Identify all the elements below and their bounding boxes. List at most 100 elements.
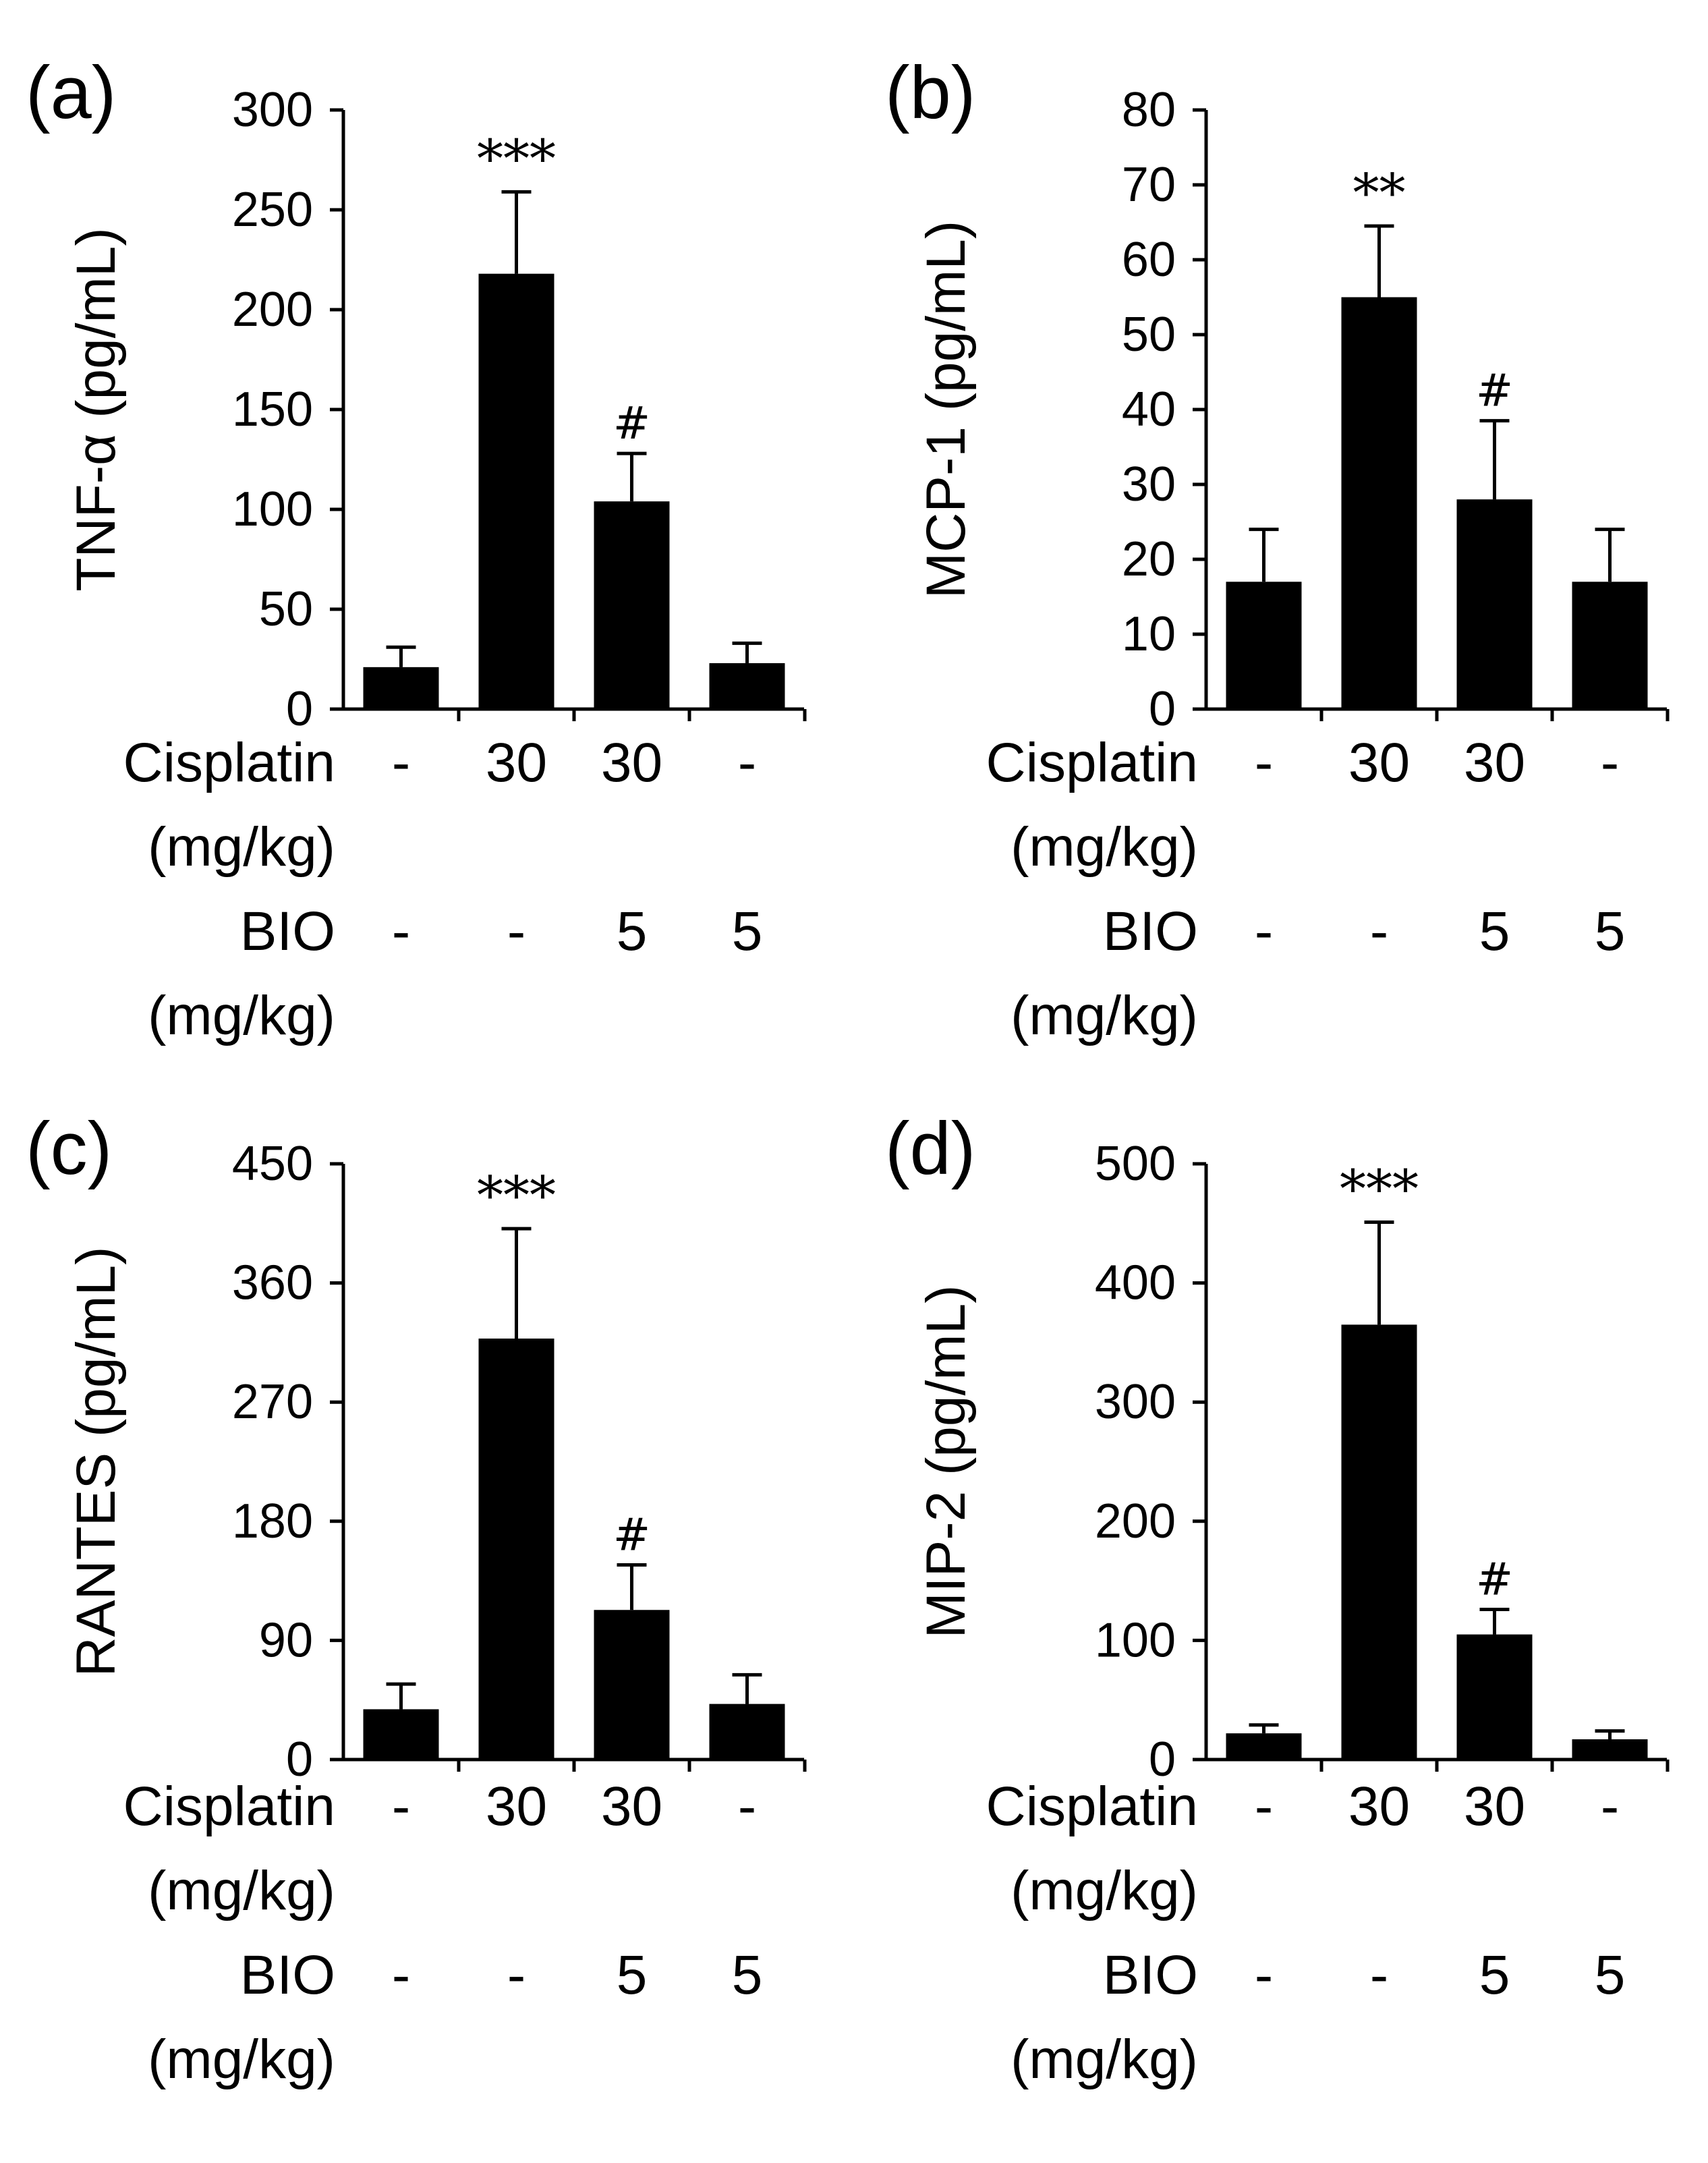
- cisplatin-label: Cisplatin: [123, 732, 335, 793]
- panel-label: (a): [26, 51, 116, 134]
- bio-unit: (mg/kg): [148, 985, 335, 1046]
- y-tick-label: 90: [259, 1613, 313, 1667]
- y-tick-label: 500: [1095, 1137, 1176, 1191]
- y-tick-label: 270: [232, 1375, 313, 1429]
- bar: [1456, 1634, 1533, 1760]
- cisplatin-dose: 30: [1348, 1776, 1410, 1837]
- y-tick-label: 30: [1122, 457, 1176, 511]
- bio-dose: 5: [1595, 901, 1626, 962]
- bio-unit: (mg/kg): [148, 2029, 335, 2090]
- y-tick-label: 200: [232, 283, 313, 337]
- bio-dose: -: [1370, 901, 1388, 962]
- y-tick-label: 40: [1122, 383, 1176, 437]
- bio-dose: -: [1255, 901, 1273, 962]
- panel-label: (d): [885, 1107, 975, 1190]
- significance-label: #: [613, 1509, 650, 1561]
- y-tick-label: 360: [232, 1256, 313, 1310]
- bio-label: BIO: [1103, 1944, 1198, 2006]
- bar: [594, 1610, 670, 1760]
- bio-dose: -: [1370, 1944, 1388, 2006]
- y-axis-label: RANTES (pg/mL): [65, 1247, 127, 1677]
- bio-unit: (mg/kg): [1010, 985, 1198, 1046]
- bio-label: BIO: [1103, 901, 1198, 962]
- y-tick-label: 80: [1122, 83, 1176, 137]
- bio-dose: 5: [732, 901, 763, 962]
- y-tick-label: 60: [1122, 233, 1176, 287]
- bar: [1572, 1739, 1648, 1760]
- significance-label: ***: [1340, 1160, 1419, 1220]
- bar: [1226, 582, 1302, 709]
- bar: [363, 1709, 439, 1760]
- bio-dose: -: [507, 1944, 525, 2006]
- bio-dose: -: [392, 901, 410, 962]
- y-tick-label: 450: [232, 1137, 313, 1191]
- cisplatin-dose: -: [392, 1776, 410, 1837]
- cisplatin-dose: 30: [486, 1776, 547, 1837]
- y-tick-label: 300: [1095, 1375, 1176, 1429]
- y-tick-label: 400: [1095, 1256, 1176, 1310]
- cisplatin-unit: (mg/kg): [1010, 816, 1198, 878]
- bio-dose: 5: [617, 901, 648, 962]
- bio-label: BIO: [240, 901, 335, 962]
- bio-dose: -: [507, 901, 525, 962]
- bio-unit: (mg/kg): [1010, 2029, 1198, 2090]
- y-axis-label: TNF-α (pg/mL): [65, 227, 127, 591]
- bar: [709, 663, 785, 709]
- cisplatin-dose: -: [1255, 732, 1273, 793]
- bio-dose: 5: [732, 1944, 763, 2006]
- cisplatin-dose: 30: [601, 1776, 662, 1837]
- cisplatin-dose: -: [392, 732, 410, 793]
- cisplatin-unit: (mg/kg): [1010, 1860, 1198, 1921]
- cisplatin-dose: -: [738, 732, 756, 793]
- cisplatin-dose: 30: [486, 732, 547, 793]
- y-tick-label: 0: [286, 682, 313, 736]
- y-axis-label: MCP-1 (pg/mL): [915, 221, 977, 598]
- y-tick-label: 70: [1122, 158, 1176, 212]
- bio-dose: 5: [1595, 1944, 1626, 2006]
- bar: [363, 667, 439, 709]
- cisplatin-label: Cisplatin: [986, 1776, 1198, 1837]
- y-tick-label: 100: [232, 482, 313, 536]
- panel-label: (c): [26, 1107, 112, 1190]
- cisplatin-dose: 30: [1348, 732, 1410, 793]
- cisplatin-label: Cisplatin: [986, 732, 1198, 793]
- bio-dose: 5: [617, 1944, 648, 2006]
- cisplatin-dose: -: [1601, 732, 1619, 793]
- cisplatin-dose: 30: [1464, 732, 1525, 793]
- panel-label: (b): [885, 51, 975, 134]
- bio-dose: -: [1255, 1944, 1273, 2006]
- bar: [1572, 582, 1648, 709]
- cisplatin-dose: -: [738, 1776, 756, 1837]
- bio-dose: 5: [1479, 901, 1510, 962]
- cisplatin-label: Cisplatin: [123, 1776, 335, 1837]
- bar: [1226, 1733, 1302, 1760]
- y-tick-label: 200: [1095, 1494, 1176, 1548]
- bar: [478, 273, 554, 710]
- cisplatin-unit: (mg/kg): [148, 1860, 335, 1921]
- significance-label: ***: [477, 1166, 556, 1227]
- y-axis-label: MIP-2 (pg/mL): [915, 1285, 977, 1639]
- bar: [1341, 297, 1417, 709]
- cisplatin-dose: -: [1255, 1776, 1273, 1837]
- y-tick-label: 50: [1122, 308, 1176, 362]
- y-tick-label: 50: [259, 582, 313, 636]
- y-tick-label: 0: [1149, 1733, 1176, 1787]
- bar: [594, 501, 670, 709]
- bar: [709, 1704, 785, 1760]
- bio-dose: 5: [1479, 1944, 1510, 2006]
- y-tick-label: 250: [232, 183, 313, 237]
- bar: [478, 1339, 554, 1760]
- y-tick-label: 100: [1095, 1613, 1176, 1667]
- significance-label: #: [1476, 1553, 1513, 1605]
- bar: [1456, 499, 1533, 709]
- bar: [1341, 1324, 1417, 1760]
- y-tick-label: 150: [232, 383, 313, 437]
- y-tick-label: 180: [232, 1494, 313, 1548]
- significance-label: #: [613, 397, 650, 449]
- cisplatin-unit: (mg/kg): [148, 816, 335, 878]
- y-tick-label: 300: [232, 83, 313, 137]
- significance-label: #: [1476, 365, 1513, 417]
- y-tick-label: 0: [286, 1733, 313, 1787]
